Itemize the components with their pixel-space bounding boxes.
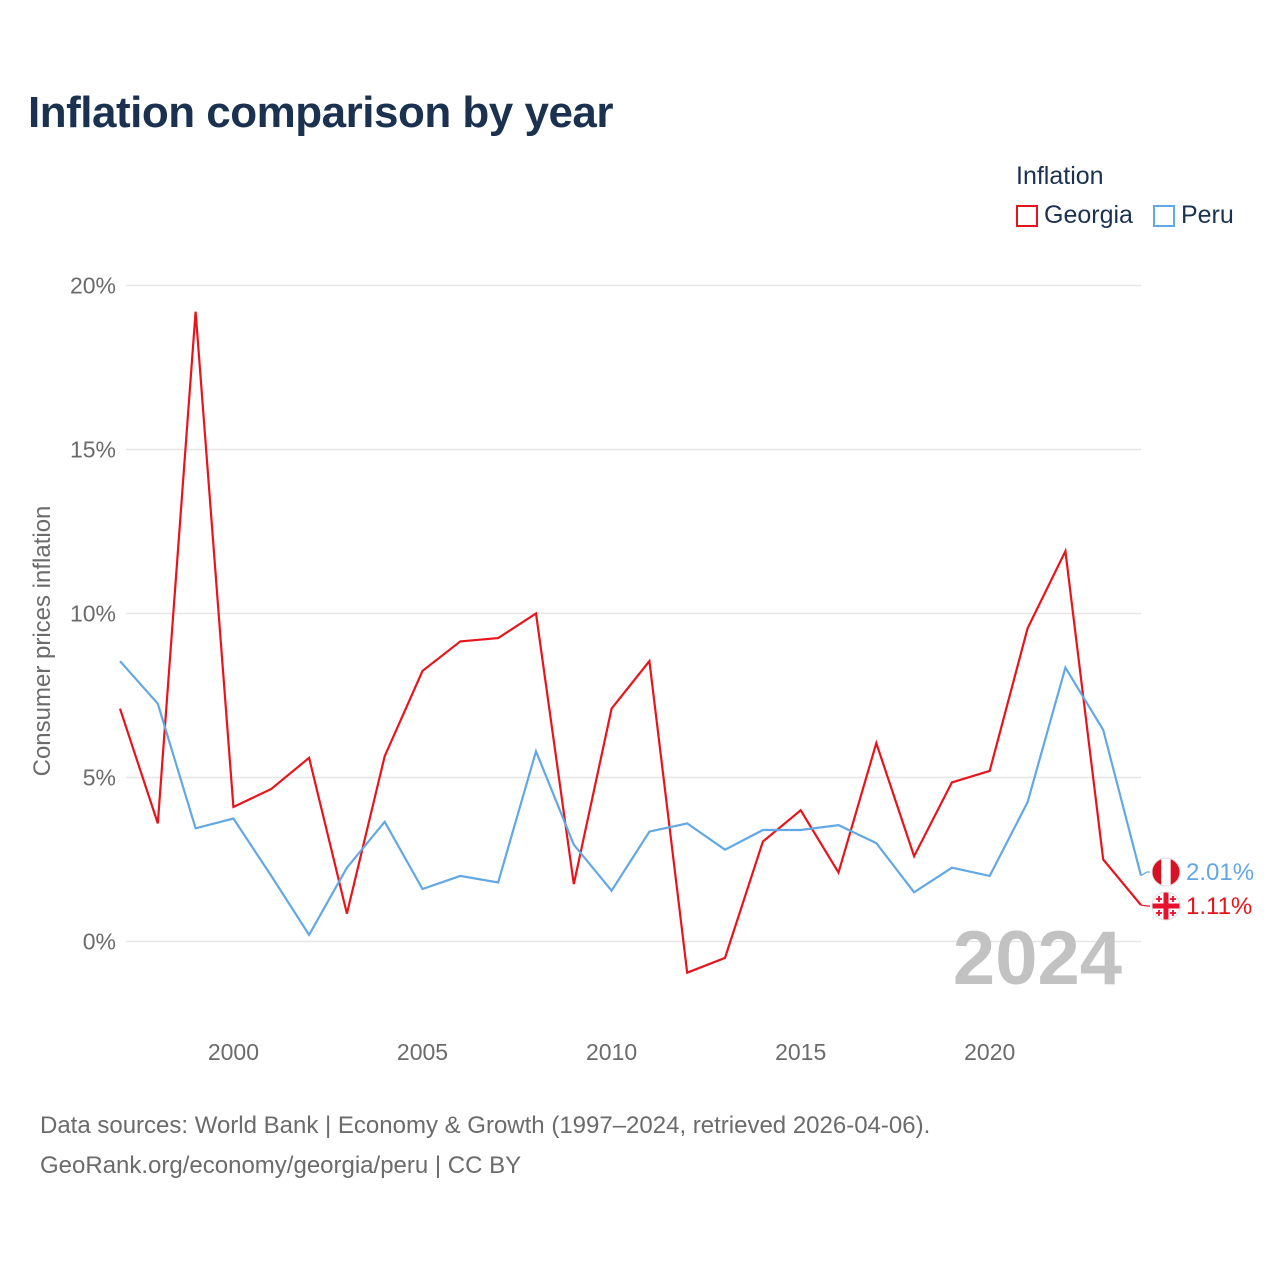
data-point-georgia-2001[interactable] [268,786,274,792]
y-axis-ticks: 0% 5% 10% 15% 20% [70,273,116,955]
data-point-peru-2008[interactable] [533,748,539,754]
data-point-peru-2011[interactable] [646,829,652,835]
data-point-georgia-2004[interactable] [382,753,388,759]
x-tick-label: 2015 [775,1039,826,1065]
x-tick-label: 2010 [586,1039,637,1065]
end-label-connector [1140,871,1150,877]
data-point-peru-2021[interactable] [1025,799,1031,805]
y-tick-label: 5% [83,765,116,791]
peru-flag-icon [1151,857,1181,887]
data-point-georgia-2010[interactable] [609,706,615,712]
current-year-watermark: 2024 [953,916,1122,1001]
data-point-georgia-2005[interactable] [420,668,426,674]
y-tick-label: 20% [70,273,116,299]
series-peru [117,658,1143,938]
data-point-georgia-2017[interactable] [873,740,879,746]
data-point-peru-2007[interactable] [495,879,501,885]
data-point-georgia-1997[interactable] [117,706,123,712]
credit-link[interactable]: GeoRank.org/economy/georgia/peru | CC BY [40,1152,522,1179]
y-tick-label: 0% [83,929,116,955]
data-source-text: Data sources: World Bank | Economy & Gro… [40,1112,931,1139]
end-labels: 1.11% 2.01% [1140,857,1254,921]
series-line-peru[interactable] [119,660,1143,938]
data-point-peru-1999[interactable] [193,825,199,831]
legend-swatch-georgia [1016,204,1038,227]
data-point-georgia-2009[interactable] [571,881,577,887]
legend-label-peru: Peru [1180,201,1234,229]
data-point-peru-1997[interactable] [117,658,123,664]
data-point-georgia-2013[interactable] [722,955,728,961]
data-point-peru-2005[interactable] [420,886,426,892]
data-point-georgia-2018[interactable] [911,853,917,859]
data-point-peru-2016[interactable] [835,822,841,828]
grid-lines [126,284,1141,943]
data-point-georgia-1998[interactable] [155,820,161,826]
data-point-georgia-2012[interactable] [684,970,690,976]
data-point-georgia-2006[interactable] [457,638,463,644]
legend-item-georgia[interactable]: Georgia [1016,201,1133,230]
data-point-peru-2013[interactable] [722,847,728,853]
legend-swatch-peru [1152,204,1175,227]
legend-label-georgia: Georgia [1044,201,1133,229]
x-tick-label: 2000 [208,1039,259,1065]
legend: Inflation Georgia Peru [1016,162,1256,230]
footer: Data sources: World Bank | Economy & Gro… [40,1106,930,1186]
legend-items: Georgia Peru [1016,201,1256,230]
data-point-peru-2020[interactable] [987,873,993,879]
series-lines [117,309,1143,976]
end-value-georgia: 1.11% [1186,893,1252,920]
data-point-peru-2015[interactable] [798,827,804,833]
data-point-peru-2023[interactable] [1100,727,1106,733]
data-point-peru-2022[interactable] [1062,665,1068,671]
data-point-georgia-2011[interactable] [646,658,652,664]
data-point-peru-1998[interactable] [155,701,161,707]
data-point-georgia-2023[interactable] [1100,857,1106,863]
data-point-peru-2019[interactable] [949,865,955,871]
data-point-peru-2012[interactable] [684,820,690,826]
data-point-georgia-2007[interactable] [495,635,501,641]
y-axis-label: Consumer prices inflation [29,506,56,777]
data-point-peru-2000[interactable] [230,816,236,822]
data-point-peru-2017[interactable] [873,840,879,846]
data-point-georgia-2008[interactable] [533,611,539,617]
data-point-peru-2014[interactable] [760,827,766,833]
series-line-georgia[interactable] [118,311,1142,975]
data-point-peru-2018[interactable] [911,889,917,895]
data-point-georgia-2002[interactable] [306,755,312,761]
data-point-peru-2003[interactable] [344,865,350,871]
data-point-peru-2002[interactable] [306,932,312,938]
legend-title: Inflation [1016,162,1104,190]
data-point-georgia-2014[interactable] [760,838,766,844]
data-point-peru-2001[interactable] [268,873,274,879]
data-point-georgia-2015[interactable] [798,807,804,813]
y-tick-label: 10% [70,601,116,627]
data-point-peru-2006[interactable] [457,873,463,879]
end-label-peru: 2.01% [1140,857,1254,887]
x-tick-label: 2005 [397,1039,448,1065]
end-label-connector [1140,904,1150,907]
data-point-peru-2010[interactable] [609,888,615,894]
series-georgia [117,309,1142,976]
y-tick-label: 15% [70,437,116,463]
chart-title: Inflation comparison by year [28,88,614,137]
end-value-peru: 2.01% [1186,859,1254,886]
data-point-georgia-2003[interactable] [344,911,350,917]
x-axis-ticks: 2000 2005 2010 2015 2020 [208,1039,1015,1065]
end-label-georgia: 1.11% [1140,891,1252,921]
data-point-peru-2004[interactable] [382,819,388,825]
data-point-georgia-2016[interactable] [835,870,841,876]
data-point-georgia-1999[interactable] [193,309,199,315]
data-point-peru-2009[interactable] [571,842,577,848]
data-point-georgia-2019[interactable] [949,779,955,785]
data-point-georgia-2020[interactable] [987,768,993,774]
x-tick-label: 2020 [964,1039,1015,1065]
data-point-georgia-2021[interactable] [1025,625,1031,631]
legend-item-peru[interactable]: Peru [1152,201,1234,230]
georgia-flag-icon [1151,891,1181,921]
data-point-georgia-2000[interactable] [230,804,236,810]
data-point-georgia-2022[interactable] [1062,548,1068,554]
